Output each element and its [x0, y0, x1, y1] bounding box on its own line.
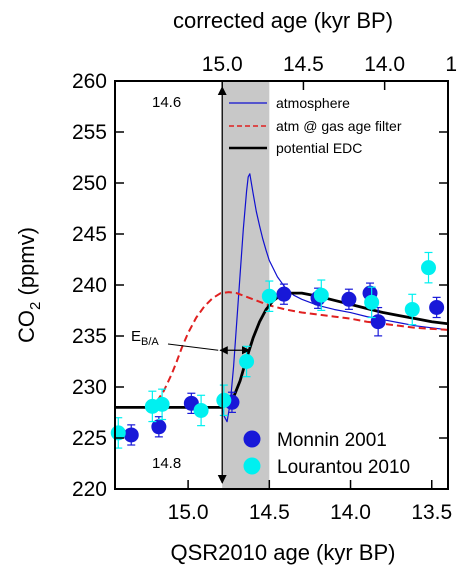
eba-label: EB/A: [131, 328, 159, 348]
data-point-lourantou-6: [261, 280, 277, 312]
data-point-lourantou-8: [364, 286, 380, 319]
x-tick-label: 14.5: [249, 501, 290, 524]
legend-marker-monnin: [243, 430, 261, 448]
legend-label-monnin: Monnin 2001: [277, 430, 387, 451]
y-tick-label: 260: [72, 70, 107, 93]
point-marker: [364, 294, 380, 310]
point-marker: [276, 286, 292, 302]
x-axis-title: QSR2010 age (kyr BP): [171, 540, 396, 565]
arrow-label-bottom: 14.8: [152, 455, 181, 472]
legend-marker-lourantou: [243, 457, 261, 475]
data-point-monnin-0: [123, 424, 139, 446]
data-point-lourantou-10: [421, 251, 437, 284]
x-top-tick-label: 13.5: [445, 53, 457, 76]
eba-annotation: [167, 343, 251, 355]
series-line-atm-gas-age-filter: [115, 291, 448, 409]
point-marker: [239, 354, 255, 369]
data-point-lourantou-9: [404, 293, 420, 326]
point-marker: [216, 392, 232, 408]
y-tick-label: 220: [72, 478, 107, 501]
point-marker: [313, 287, 329, 303]
data-point-lourantou-0: [110, 417, 126, 449]
point-marker: [429, 299, 445, 315]
data-point-monnin-9: [429, 296, 445, 319]
legend-label-lourantou: Lourantou 2010: [277, 457, 410, 478]
y-tick-label: 255: [72, 121, 107, 144]
legend-label-gas-age-filter: atm @ gas age filter: [276, 118, 402, 134]
point-marker: [154, 396, 170, 412]
point-marker: [421, 260, 437, 276]
eba-leader: [167, 343, 219, 351]
data-point-lourantou-3: [193, 394, 209, 427]
x-top-tick-label: 14.5: [283, 53, 324, 76]
y-axis-title-main: CO: [14, 310, 39, 343]
y-tick-label: 235: [72, 325, 107, 348]
y-axis-title-sub: 2: [27, 302, 44, 310]
arrow-label-top: 14.6: [152, 94, 181, 111]
x-top-tick-label: 15.0: [202, 53, 243, 76]
x-tick-label: 14.0: [330, 501, 371, 524]
x-top-tick-label: 14.0: [364, 53, 405, 76]
point-marker: [123, 427, 139, 443]
point-marker: [341, 291, 357, 307]
point-marker: [261, 288, 277, 304]
eba-label-sub: B/A: [141, 336, 159, 348]
legend-label-potential-edc: potential EDC: [276, 140, 362, 156]
legend-label-atmosphere: atmosphere: [276, 95, 350, 111]
top-axis-title: corrected age (kyr BP): [173, 8, 393, 33]
y-tick-label: 240: [72, 274, 107, 297]
point-legend: Monnin 2001 Lourantou 2010: [243, 430, 410, 478]
data-point-lourantou-7: [313, 279, 329, 311]
y-tick-label: 250: [72, 172, 107, 195]
point-marker: [404, 301, 420, 317]
y-tick-label: 230: [72, 376, 107, 399]
data-points-layer: [110, 251, 445, 449]
eba-label-main: E: [131, 328, 141, 345]
data-point-monnin-4: [276, 283, 292, 305]
axis-ticks: [115, 80, 448, 490]
tick-labels: 220 225 230 235 240 245 250 255 260 15.0 14.5 14.0 1…: [72, 53, 457, 524]
point-marker: [151, 419, 167, 435]
y-tick-label: 245: [72, 223, 107, 246]
x-tick-label: 13.5: [411, 501, 452, 524]
y-tick-label: 225: [72, 427, 107, 450]
y-axis-title-unit: (ppmv): [14, 227, 39, 302]
y-axis-title: CO2 (ppmv): [14, 227, 44, 343]
line-legend: atmosphere atm @ gas age filter potentia…: [229, 95, 402, 156]
data-point-monnin-6: [341, 288, 357, 310]
shaded-band-layer: [222, 81, 270, 489]
x-tick-label: 15.0: [168, 501, 209, 524]
shaded-band: [222, 81, 270, 489]
data-point-lourantou-2: [154, 388, 170, 421]
point-marker: [193, 402, 209, 418]
point-marker: [370, 314, 386, 330]
